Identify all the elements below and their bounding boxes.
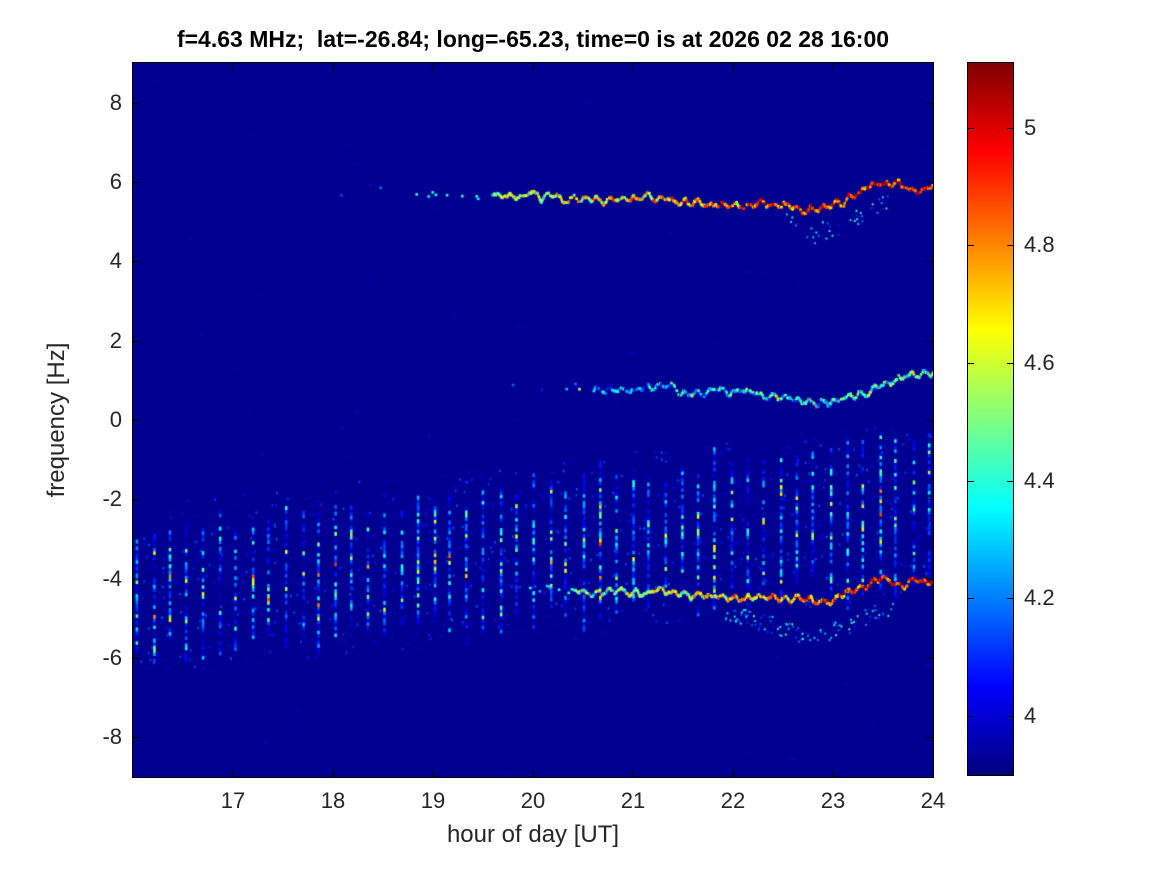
colorbar-tick-mark (968, 245, 974, 247)
colorbar-tick-mark (1007, 245, 1013, 247)
y-tick-label: -2 (102, 486, 122, 512)
spectrogram-canvas (133, 63, 933, 777)
y-tick-label: -8 (102, 724, 122, 750)
colorbar (967, 62, 1014, 776)
y-tick-label: 2 (109, 327, 122, 353)
colorbar-tick-mark (1007, 598, 1013, 600)
colorbar-tick-mark (1007, 480, 1013, 482)
plot-area (132, 62, 934, 778)
colorbar-tick-mark (1007, 363, 1013, 365)
colorbar-tick-label: 5 (1024, 114, 1037, 140)
plot-title: f=4.63 MHz; lat=-26.84; long=-65.23, tim… (176, 26, 890, 52)
colorbar-tick-mark (968, 480, 974, 482)
x-tick-label: 20 (520, 788, 546, 813)
y-tick-label: 6 (109, 169, 122, 194)
x-tick-label: 17 (220, 788, 246, 813)
colorbar-tick-mark (968, 598, 974, 600)
x-tick-label: 21 (620, 788, 646, 813)
x-tick-label: 19 (420, 788, 446, 813)
colorbar-tick-label: 4 (1024, 703, 1037, 729)
y-tick-label: 0 (109, 407, 122, 432)
y-tick-label: -6 (102, 645, 122, 670)
colorbar-tick-mark (1007, 716, 1013, 718)
colorbar-tick-mark (968, 363, 974, 365)
colorbar-gradient (968, 63, 1013, 775)
x-tick-label: 23 (820, 788, 846, 813)
x-axis-label: hour of day [UT] (446, 821, 620, 848)
colorbar-tick-mark (968, 127, 974, 129)
colorbar-tick-mark (968, 716, 974, 718)
y-tick-label: 4 (109, 248, 122, 274)
colorbar-tick-label: 4.8 (1024, 232, 1055, 258)
colorbar-tick-label: 4.2 (1024, 585, 1055, 611)
x-tick-label: 24 (920, 788, 946, 813)
colorbar-tick-label: 4.6 (1024, 350, 1055, 376)
y-tick-label: 8 (109, 89, 122, 115)
y-tick-label: -4 (102, 565, 122, 591)
colorbar-tick-mark (1007, 127, 1013, 129)
x-tick-label: 18 (320, 788, 346, 813)
x-tick-label: 22 (720, 788, 746, 813)
colorbar-tick-label: 4.4 (1024, 467, 1055, 493)
